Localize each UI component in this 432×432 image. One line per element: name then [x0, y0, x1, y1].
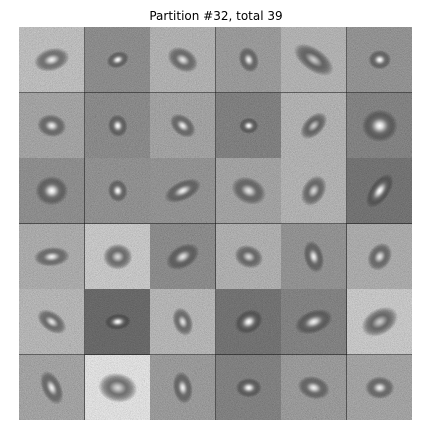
figure-title: Partition #32, total 39 — [149, 9, 283, 23]
galaxy-glow — [361, 108, 398, 142]
galaxy-cutout-tile — [150, 27, 216, 93]
galaxy-glow — [172, 307, 194, 337]
galaxy-glow — [361, 306, 398, 337]
galaxy-cutout-tile — [84, 354, 150, 420]
galaxy-glow — [166, 242, 200, 270]
galaxy-glow — [167, 46, 199, 73]
galaxy-glow — [303, 240, 325, 273]
galaxy-glow — [33, 246, 70, 267]
galaxy-glow — [297, 375, 330, 400]
galaxy-cutout-tile — [215, 354, 281, 420]
galaxy-cutout-tile — [346, 92, 412, 158]
galaxy-glow — [169, 113, 196, 138]
galaxy-glow — [107, 179, 128, 203]
galaxy-cutout-tile — [150, 223, 216, 289]
galaxy-glow — [238, 117, 259, 134]
galaxy-glow — [102, 243, 132, 270]
galaxy-glow — [231, 176, 266, 205]
galaxy-glow — [104, 313, 131, 330]
galaxy-cutout-tile — [215, 158, 281, 224]
galaxy-glow — [293, 43, 334, 76]
galaxy-cutout-tile — [150, 289, 216, 355]
galaxy-glow — [300, 175, 327, 207]
galaxy-cutout-tile — [346, 223, 412, 289]
galaxy-cutout-tile — [346, 27, 412, 93]
galaxy-glow — [235, 377, 262, 398]
galaxy-cutout-tile — [19, 158, 85, 224]
galaxy-cutout-tile — [19, 354, 85, 420]
galaxy-glow — [37, 113, 67, 137]
galaxy-glow — [366, 242, 392, 271]
galaxy-glow — [107, 113, 128, 137]
galaxy-glow — [106, 51, 129, 69]
galaxy-cutout-tile — [84, 289, 150, 355]
galaxy-cutout-tile — [346, 289, 412, 355]
galaxy-cutout-tile — [281, 223, 347, 289]
galaxy-glow — [300, 111, 328, 139]
galaxy-glow — [234, 309, 263, 335]
galaxy-glow — [294, 309, 333, 335]
galaxy-cutout-tile — [150, 158, 216, 224]
galaxy-cutout-tile — [19, 289, 85, 355]
galaxy-glow — [35, 176, 69, 206]
galaxy-glow — [40, 370, 64, 405]
galaxy-cutout-tile — [215, 27, 281, 93]
galaxy-cutout-tile — [281, 158, 347, 224]
galaxy-glow — [164, 178, 202, 203]
galaxy-glow — [364, 375, 394, 399]
galaxy-cutout-tile — [215, 289, 281, 355]
galaxy-glow — [97, 372, 137, 403]
galaxy-glow — [34, 47, 70, 72]
galaxy-cutout-tile — [84, 92, 150, 158]
galaxy-cutout-tile — [346, 158, 412, 224]
galaxy-cutout-tile — [346, 354, 412, 420]
galaxy-cutout-tile — [84, 27, 150, 93]
galaxy-cutout-tile — [215, 223, 281, 289]
galaxy-glow — [367, 49, 391, 70]
galaxy-glow — [233, 244, 263, 269]
galaxy-cutout-tile — [281, 289, 347, 355]
galaxy-cutout-tile — [281, 27, 347, 93]
galaxy-glow — [237, 46, 259, 73]
galaxy-cutout-tile — [84, 158, 150, 224]
galaxy-glow — [365, 173, 394, 208]
galaxy-glow — [172, 371, 193, 404]
galaxy-cutout-tile — [150, 354, 216, 420]
galaxy-cutout-tile — [150, 92, 216, 158]
galaxy-image-grid — [19, 27, 412, 420]
galaxy-cutout-tile — [84, 223, 150, 289]
galaxy-glow — [37, 309, 67, 335]
galaxy-cutout-tile — [215, 92, 281, 158]
galaxy-cutout-tile — [19, 27, 85, 93]
galaxy-cutout-tile — [19, 92, 85, 158]
galaxy-cutout-tile — [281, 354, 347, 420]
galaxy-cutout-tile — [281, 92, 347, 158]
galaxy-cutout-tile — [19, 223, 85, 289]
